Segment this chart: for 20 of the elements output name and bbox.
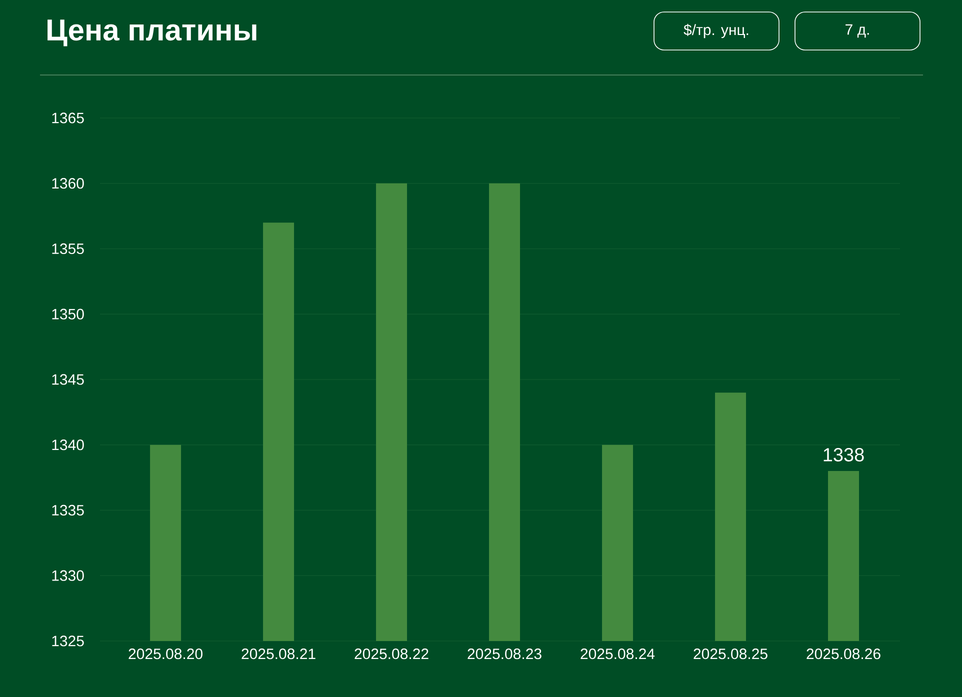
x-tick-label: 2025.08.22 xyxy=(354,648,428,660)
chart-title: Цена платины xyxy=(48,20,256,46)
y-tick-label: 1365 xyxy=(52,112,84,124)
y-tick-label: 1335 xyxy=(52,504,84,516)
x-tick-label: 2025.08.26 xyxy=(806,648,880,660)
y-tick-label: 1340 xyxy=(52,440,84,450)
data-label: 1338 xyxy=(824,448,864,462)
y-tick-label: 1360 xyxy=(52,178,84,189)
x-tick-label: 2025.08.23 xyxy=(468,648,542,660)
x-tick-label: 2025.08.25 xyxy=(694,648,768,660)
y-tick-label: 1350 xyxy=(52,308,84,320)
y-tick-label: 1345 xyxy=(52,374,84,385)
text: 7 д. xyxy=(846,24,869,38)
text: $/тр. унц. xyxy=(684,24,748,38)
y-tick-label: 1330 xyxy=(52,570,84,581)
x-tick-label: 2025.08.20 xyxy=(128,648,202,660)
y-tick-label: 1325 xyxy=(52,636,84,646)
x-tick-label: 2025.08.24 xyxy=(580,648,655,660)
x-tick-label: 2025.08.21 xyxy=(242,648,316,660)
y-tick-label: 1355 xyxy=(52,243,84,254)
